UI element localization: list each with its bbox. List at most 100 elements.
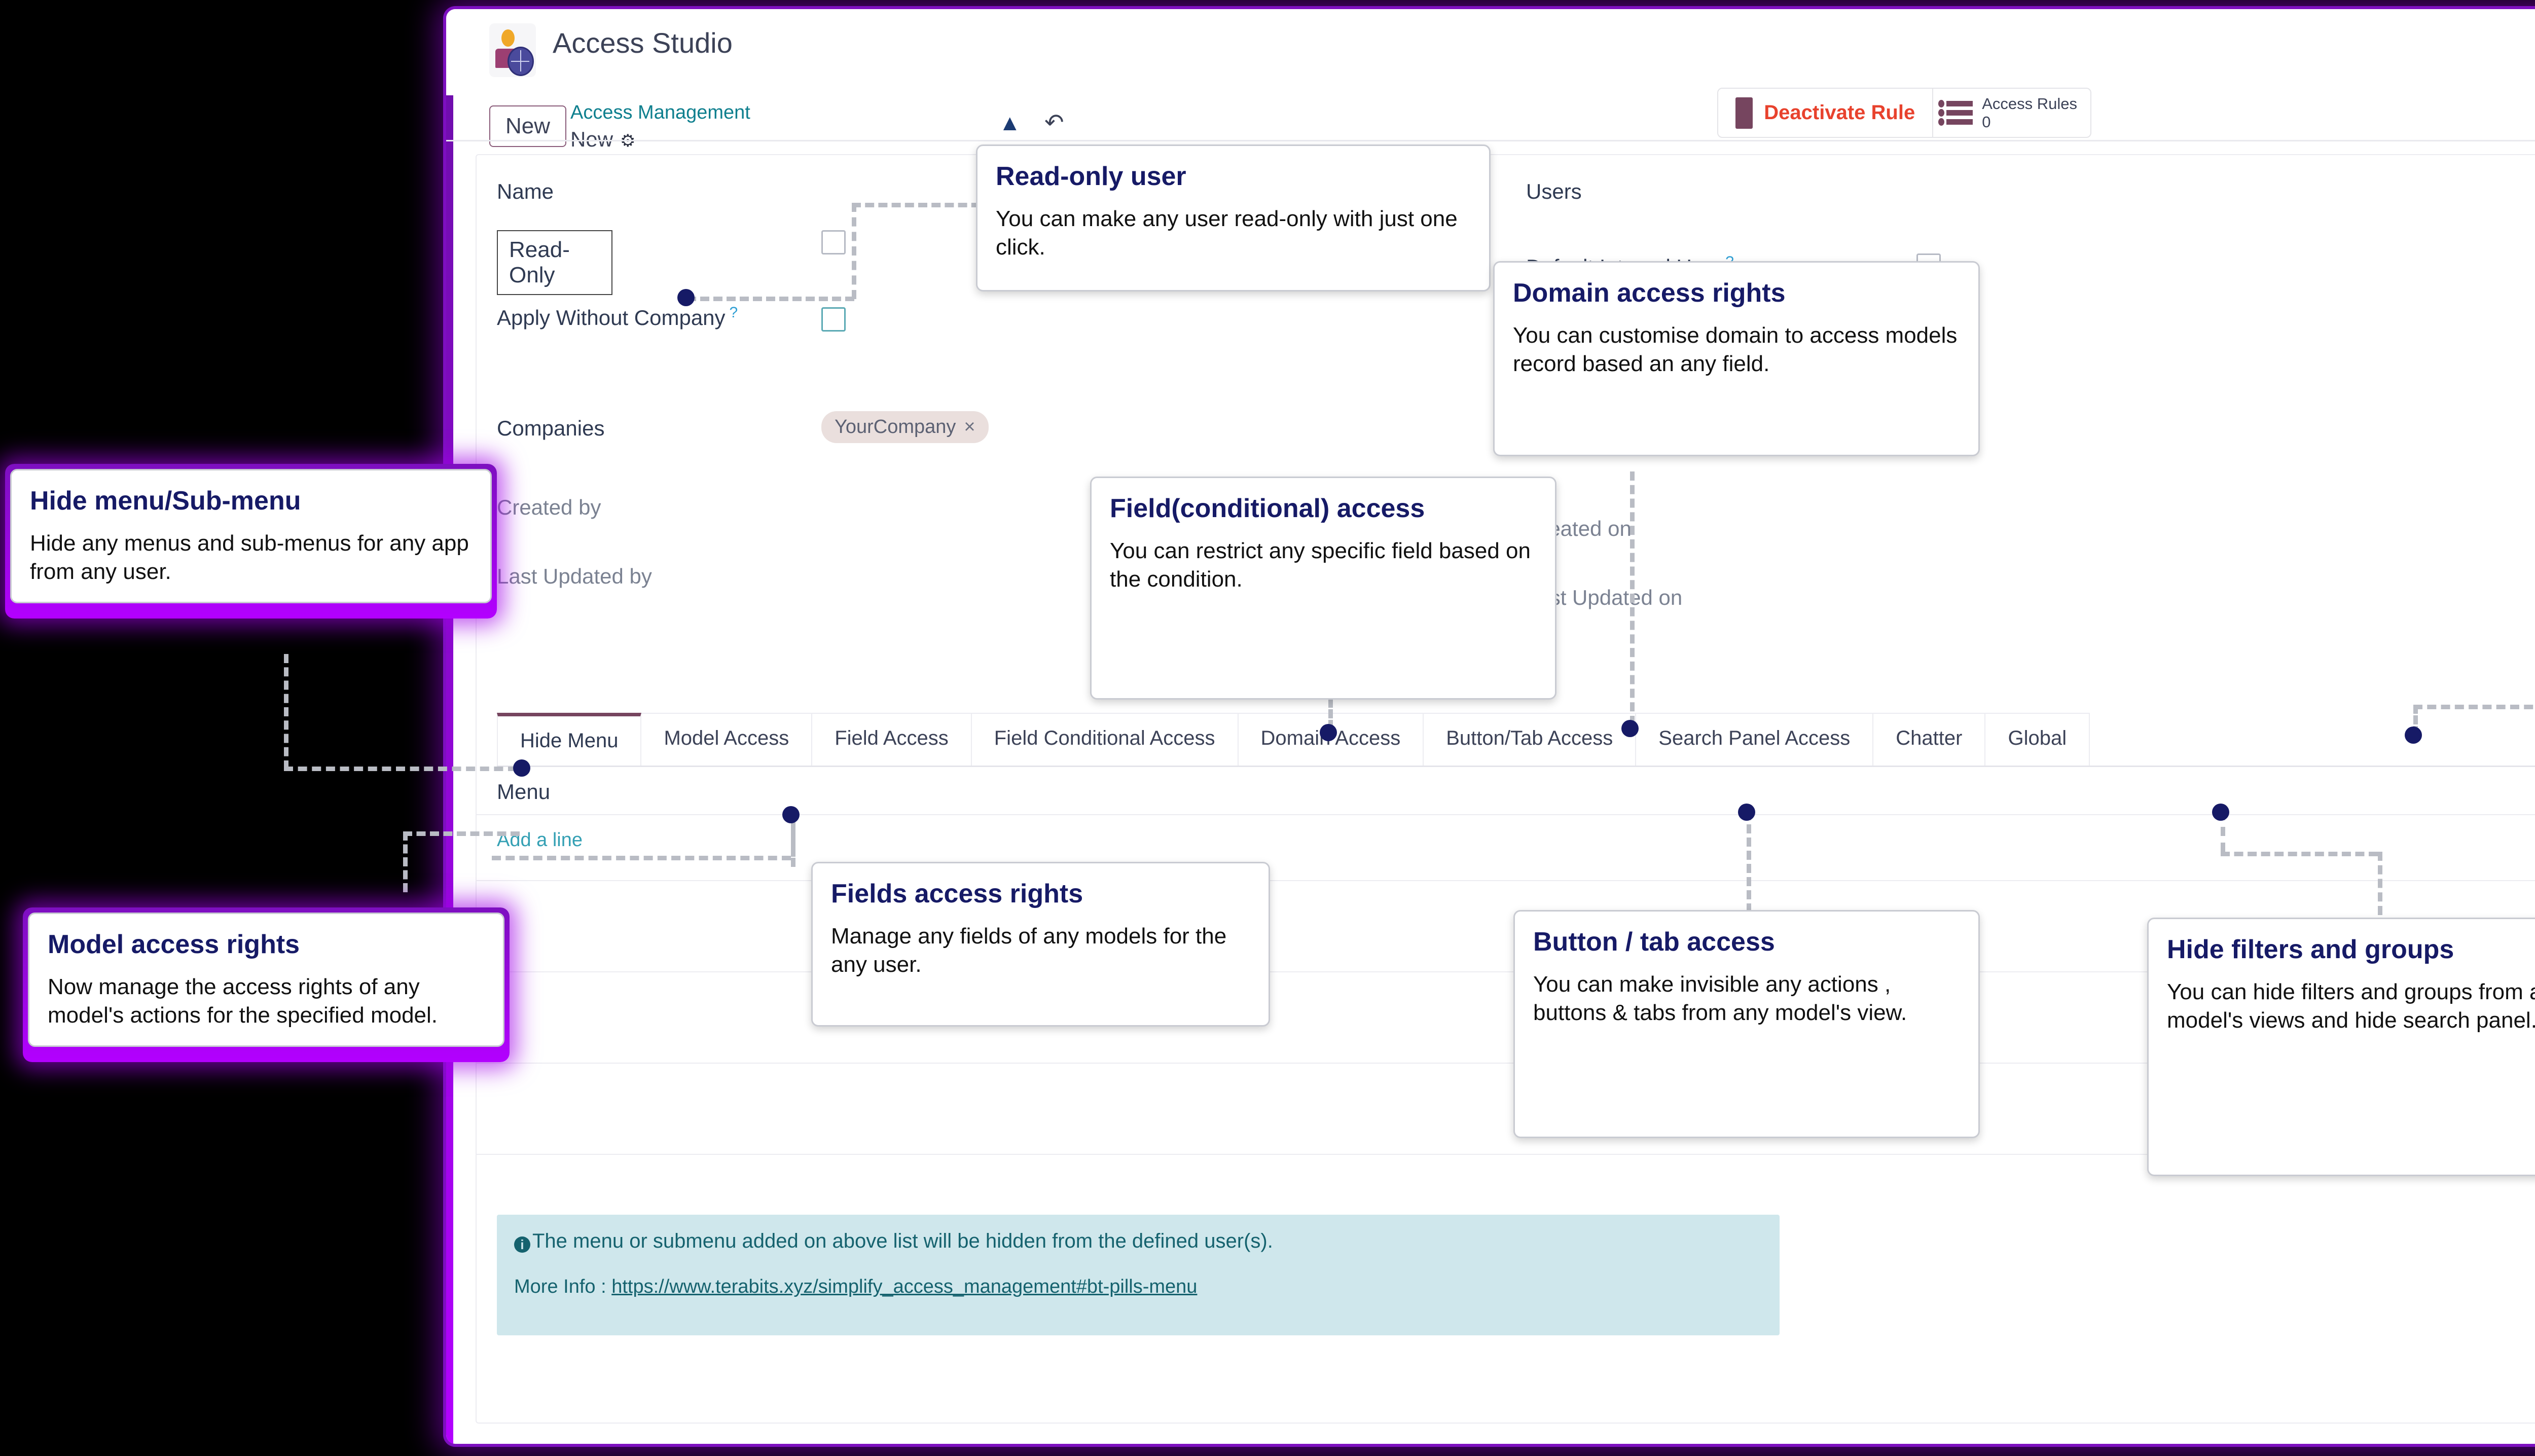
- callout-hide-filters-and-groups: Hide filters and groups You can hide fil…: [2147, 918, 2535, 1176]
- callout-hide-menu-submenu: Hide menu/Sub-menu Hide any menus and su…: [5, 464, 497, 618]
- callout-title: Field(conditional) access: [1110, 494, 1425, 523]
- connector: [687, 297, 854, 301]
- last-updated-by-label: Last Updated by: [497, 564, 652, 588]
- connector: [1328, 699, 1333, 729]
- access-rules-stat-button[interactable]: Access Rules 0: [1933, 89, 2090, 137]
- users-field-label: Users: [1526, 179, 1582, 203]
- callout-body: Manage any fields of any models for the …: [831, 924, 1227, 977]
- connector-dot: [677, 289, 695, 306]
- connector: [1747, 811, 1751, 913]
- row-divider: [477, 1154, 2535, 1155]
- callout-body: You can make invisible any actions , but…: [1533, 972, 1907, 1026]
- company-tag[interactable]: YourCompany ×: [821, 411, 989, 443]
- callout-body: Now manage the access rights of any mode…: [48, 974, 438, 1028]
- app-title: Access Studio: [553, 27, 733, 59]
- connector: [284, 767, 517, 771]
- callout-title: Read-only user: [996, 162, 1186, 191]
- apply-without-company-checkbox[interactable]: [821, 307, 846, 332]
- tab-bar: Hide Menu Model Access Field Access Fiel…: [497, 713, 2535, 767]
- deactivate-rule-button[interactable]: Deactivate Rule: [1718, 89, 1934, 137]
- created-by-label: Created by: [497, 495, 601, 519]
- connector: [2221, 811, 2225, 852]
- app-window: Access Studio New Access Management New ⚙…: [446, 9, 2535, 1444]
- callout-title: Button / tab access: [1533, 927, 1775, 957]
- menu-column-header: Menu: [497, 780, 551, 804]
- breadcrumb: Access Management New ⚙: [570, 103, 750, 152]
- connector: [852, 203, 856, 299]
- callout-body: You can make any user read-only with jus…: [996, 206, 1458, 260]
- list-icon: [1938, 100, 1973, 126]
- callout-title: Domain access rights: [1513, 278, 1786, 308]
- access-rules-count: 0: [1982, 113, 1991, 131]
- form-column-left: Name Read-Only Apply Without Company? Co…: [497, 179, 1460, 633]
- connector: [403, 831, 520, 836]
- tab-hide-menu[interactable]: Hide Menu: [497, 713, 642, 766]
- row-divider: [477, 880, 2535, 881]
- window-header: Access Studio New Access Management New ⚙…: [446, 9, 2535, 151]
- name-field-label: Name: [497, 179, 554, 203]
- deactivate-swatch-icon: [1735, 97, 1753, 129]
- callout-body: You can customise domain to access model…: [1513, 323, 1958, 377]
- deactivate-rule-label: Deactivate Rule: [1764, 101, 1915, 124]
- breadcrumb-root[interactable]: Access Management: [570, 102, 750, 123]
- tab-search-panel-access[interactable]: Search Panel Access: [1636, 713, 1874, 766]
- connector: [2378, 852, 2382, 915]
- tab-field-access[interactable]: Field Access: [812, 713, 972, 766]
- status-buttons: Deactivate Rule Access Rules 0: [1717, 88, 2091, 138]
- callout-fields-access-rights: Fields access rights Manage any fields o…: [811, 862, 1270, 1027]
- connector-dot: [1320, 724, 1337, 741]
- connector: [284, 654, 288, 770]
- callout-title: Hide menu/Sub-menu: [30, 486, 301, 516]
- connector: [2221, 852, 2378, 856]
- callout-title: Model access rights: [48, 930, 300, 959]
- tab-model-access[interactable]: Model Access: [641, 713, 813, 766]
- connector-dot: [1621, 720, 1639, 737]
- access-rules-label: Access Rules: [1982, 95, 2077, 113]
- callout-model-access-rights: Model access rights Now manage the acces…: [23, 907, 510, 1062]
- row-divider: [477, 1063, 2535, 1064]
- connector: [492, 856, 791, 860]
- callout-body: You can hide filters and groups from any…: [2167, 979, 2535, 1033]
- callout-body: You can restrict any specific field base…: [1110, 538, 1531, 592]
- tab-global[interactable]: Global: [1985, 713, 2090, 766]
- row-divider: [477, 814, 2535, 815]
- connector-dot: [513, 759, 530, 777]
- readonly-checkbox[interactable]: [821, 230, 846, 254]
- connector-dot: [782, 806, 800, 823]
- tab-chatter[interactable]: Chatter: [1873, 713, 1986, 766]
- info-line-2-prefix: More Info :: [514, 1276, 612, 1297]
- last-updated-on-label: Last Updated on: [1526, 586, 1683, 609]
- undo-icon[interactable]: ↶: [1044, 109, 1064, 135]
- callout-button-tab-access: Button / tab access You can make invisib…: [1513, 910, 1980, 1138]
- connector: [791, 821, 795, 857]
- remove-tag-icon[interactable]: ×: [964, 416, 975, 438]
- connector: [852, 203, 994, 207]
- callout-readonly-user: Read-only user You can make any user rea…: [976, 144, 1491, 292]
- info-banner: i The menu or submenu added on above list…: [497, 1215, 1780, 1335]
- tab-button-tab-access[interactable]: Button/Tab Access: [1424, 713, 1637, 766]
- cloud-upload-icon[interactable]: ▲: [999, 111, 1021, 135]
- connector-dot: [1738, 804, 1755, 821]
- info-icon: i: [514, 1236, 530, 1253]
- callout-body: Hide any menus and sub-menus for any app…: [30, 531, 469, 585]
- breadcrumb-current: New ⚙: [570, 127, 636, 151]
- connector-dot: [2212, 804, 2229, 821]
- name-input[interactable]: Read-Only: [497, 230, 612, 295]
- connector-dot: [2405, 726, 2422, 744]
- row-divider: [477, 971, 2535, 972]
- callout-field-conditional-access: Field(conditional) access You can restri…: [1090, 477, 1556, 700]
- help-icon[interactable]: ?: [729, 304, 738, 321]
- info-line-1: The menu or submenu added on above list …: [532, 1230, 1273, 1252]
- connector: [1630, 471, 1635, 725]
- connector: [2413, 705, 2418, 735]
- info-doc-link[interactable]: https://www.terabits.xyz/simplify_access…: [611, 1276, 1198, 1297]
- companies-field-label: Companies: [497, 416, 605, 440]
- created-on-label: Created on: [1526, 517, 1632, 540]
- callout-title: Fields access rights: [831, 879, 1083, 908]
- connector: [2413, 705, 2535, 709]
- callout-domain-access-rights: Domain access rights You can customise d…: [1493, 261, 1980, 456]
- header-divider: [446, 140, 2535, 141]
- connector: [403, 831, 408, 892]
- tab-field-conditional-access[interactable]: Field Conditional Access: [971, 713, 1239, 766]
- callout-title: Hide filters and groups: [2167, 935, 2454, 964]
